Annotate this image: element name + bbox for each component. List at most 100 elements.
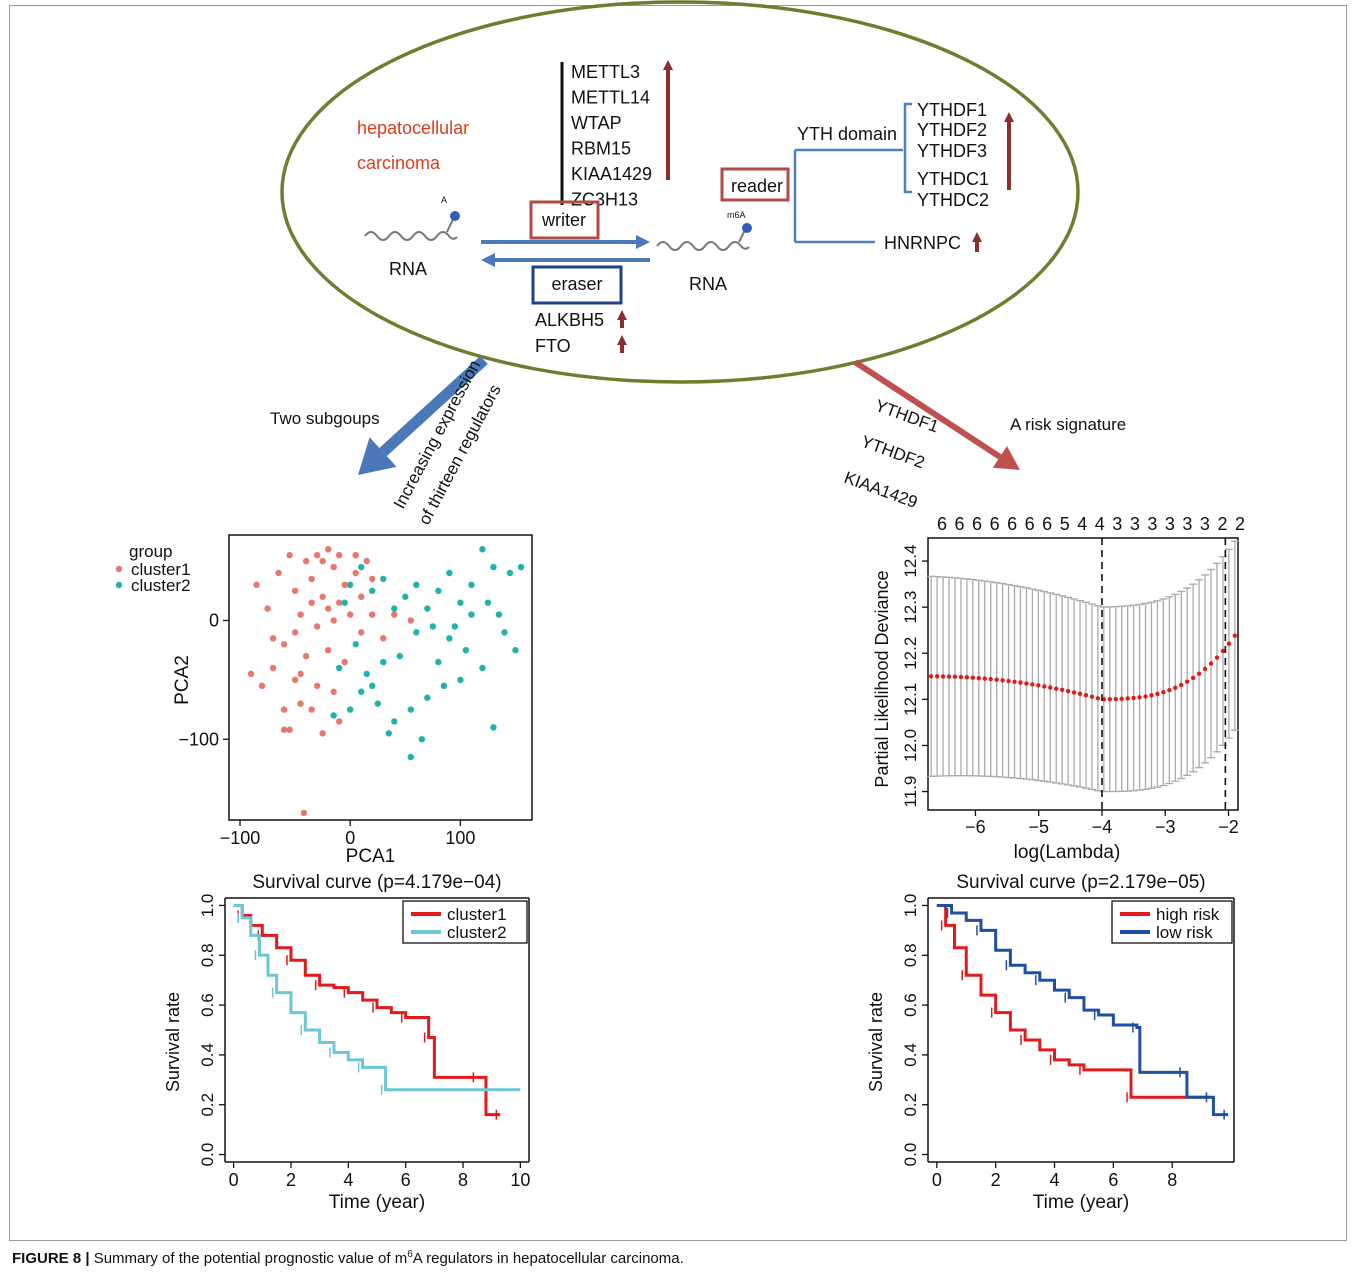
lasso-mean-point: [1173, 685, 1178, 690]
lasso-top-tick-label: 5: [1060, 514, 1070, 534]
surv2-legend-box: [1111, 900, 1233, 944]
left-big-arrow-head: [358, 437, 397, 475]
lasso-x-tick-label: −4: [1092, 817, 1113, 837]
pca-point-cluster1: [319, 557, 326, 565]
lasso-mean-point: [1226, 641, 1232, 646]
pca-point-cluster1: [313, 623, 321, 630]
right-big-arrow-shaft: [853, 359, 1002, 460]
pca-point-cluster2: [468, 581, 475, 589]
lasso-top-tick-label: 6: [1042, 514, 1052, 534]
pca-point-cluster1: [330, 617, 337, 624]
lasso-top-tick-label: 6: [972, 514, 982, 534]
surv1-x-label: Time (year): [329, 1192, 425, 1213]
lasso-x-tick-label: −5: [1028, 817, 1049, 837]
left-big-arrow: [358, 355, 488, 475]
lasso-top-tick-label: 6: [1025, 514, 1035, 534]
lasso-mean-point: [976, 675, 981, 681]
surv2-y-tick-label: 0.6: [901, 993, 920, 1017]
pca-point-cluster2: [380, 658, 387, 666]
pca-x-tick-label: 100: [445, 828, 475, 848]
lasso-mean-point: [970, 675, 976, 680]
surv1-title: Survival curve (p=4.179e−04): [252, 872, 501, 893]
pca-point-cluster2: [517, 563, 525, 571]
lasso-mean-point: [988, 676, 993, 682]
lasso-mean-point: [1036, 683, 1041, 688]
lasso-mean-point: [1137, 695, 1142, 700]
pca-point-cluster1: [297, 611, 304, 618]
surv1-x-tick-label: 0: [229, 1170, 239, 1190]
lasso-top-tick-label: 3: [1200, 514, 1210, 534]
pca-point-cluster1: [335, 718, 343, 725]
surv2-y-tick-label: 0.8: [901, 943, 920, 967]
pca-point-cluster2: [479, 664, 486, 672]
lasso-top-tick-label: 3: [1165, 514, 1175, 534]
lasso-mean-point: [940, 674, 946, 679]
lasso-mean-point: [1155, 691, 1160, 697]
pca-point-cluster1: [291, 587, 299, 595]
pca-point-cluster2: [407, 753, 414, 761]
writer-box: [529, 200, 600, 240]
rna-a-label: A: [441, 195, 447, 205]
pca-point-cluster1: [324, 605, 332, 612]
pca-point-cluster2: [407, 706, 414, 713]
lasso-mean-point: [1012, 679, 1017, 684]
lasso-mean-point: [1202, 666, 1208, 672]
pca-point-cluster1: [275, 569, 282, 577]
surv1-y-label: Survival rate: [163, 992, 183, 1092]
figure-frame: [9, 5, 1347, 1241]
lasso-mean-point: [1030, 682, 1035, 687]
pca-point-cluster1: [286, 551, 293, 559]
pca-point-cluster2: [429, 623, 437, 630]
lasso-mean-point: [964, 675, 970, 680]
rna-right-label: RNA: [689, 274, 727, 294]
rna-right-mod-dot: [742, 223, 752, 233]
writer-arrow: [481, 235, 650, 249]
pca-x-label: PCA1: [346, 846, 396, 867]
pca-point-cluster1: [280, 641, 288, 648]
pca-point-cluster2: [402, 593, 409, 600]
writer-gene: METTL3: [571, 62, 640, 82]
rna-m6a-label: m6A: [727, 210, 746, 220]
pca-point-cluster1: [341, 581, 348, 589]
lasso-mean-point: [1000, 678, 1005, 683]
surv1-y-tick-label: 0.6: [198, 993, 217, 1017]
pca-point-cluster2: [506, 569, 514, 577]
surv1-legend-label: cluster1: [447, 905, 507, 924]
eraser-label: eraser: [551, 274, 602, 294]
reader-label: reader: [731, 176, 783, 196]
pca-point-cluster1: [313, 551, 321, 559]
pca-point-cluster1: [280, 706, 288, 713]
lasso-mean-point: [1196, 671, 1202, 676]
surv2-y-tick-label: 0.4: [901, 1043, 920, 1067]
surv2-x-tick-label: 4: [1050, 1170, 1060, 1190]
pca-x-tick-label: −100: [220, 828, 261, 848]
hnrnpc-label: HNRNPC: [884, 233, 961, 253]
pca-point-cluster2: [424, 694, 431, 701]
lasso-mean-point: [1071, 690, 1077, 695]
pca-point-cluster1: [335, 551, 343, 559]
signature-gene: YTHDF1: [873, 396, 942, 436]
lasso-mean-point: [946, 674, 952, 679]
lasso-top-tick-label: 2: [1217, 514, 1227, 534]
pca-point-cluster1: [407, 617, 414, 624]
lasso-mean-point: [1048, 685, 1053, 690]
surv2-x-label: Time (year): [1033, 1192, 1129, 1213]
lasso-mean-point: [1149, 693, 1154, 698]
surv2-curve-high-risk: [936, 903, 1211, 1099]
pca-point-cluster1: [363, 557, 370, 565]
lasso-mean-point: [1018, 680, 1023, 685]
pca-point-cluster2: [341, 599, 348, 606]
caption-text-after: A regulators in hepatocellular carcinoma…: [412, 1250, 684, 1267]
lasso-y-tick-label: 12.3: [901, 591, 920, 624]
lasso-top-tick-label: 6: [1007, 514, 1017, 534]
lasso-mean-point: [1190, 675, 1196, 681]
surv2-y-tick-label: 1.0: [901, 894, 920, 918]
pca-point-cluster2: [396, 652, 403, 660]
pca-point-cluster2: [479, 546, 486, 553]
pca-point-cluster2: [512, 646, 519, 654]
surv1-x-tick-label: 4: [343, 1170, 353, 1190]
pca-point-cluster2: [369, 682, 376, 690]
caption-superscript: 6: [407, 1249, 413, 1260]
surv1-curve-cluster2: [233, 903, 521, 1092]
pca-point-cluster1: [297, 670, 304, 678]
